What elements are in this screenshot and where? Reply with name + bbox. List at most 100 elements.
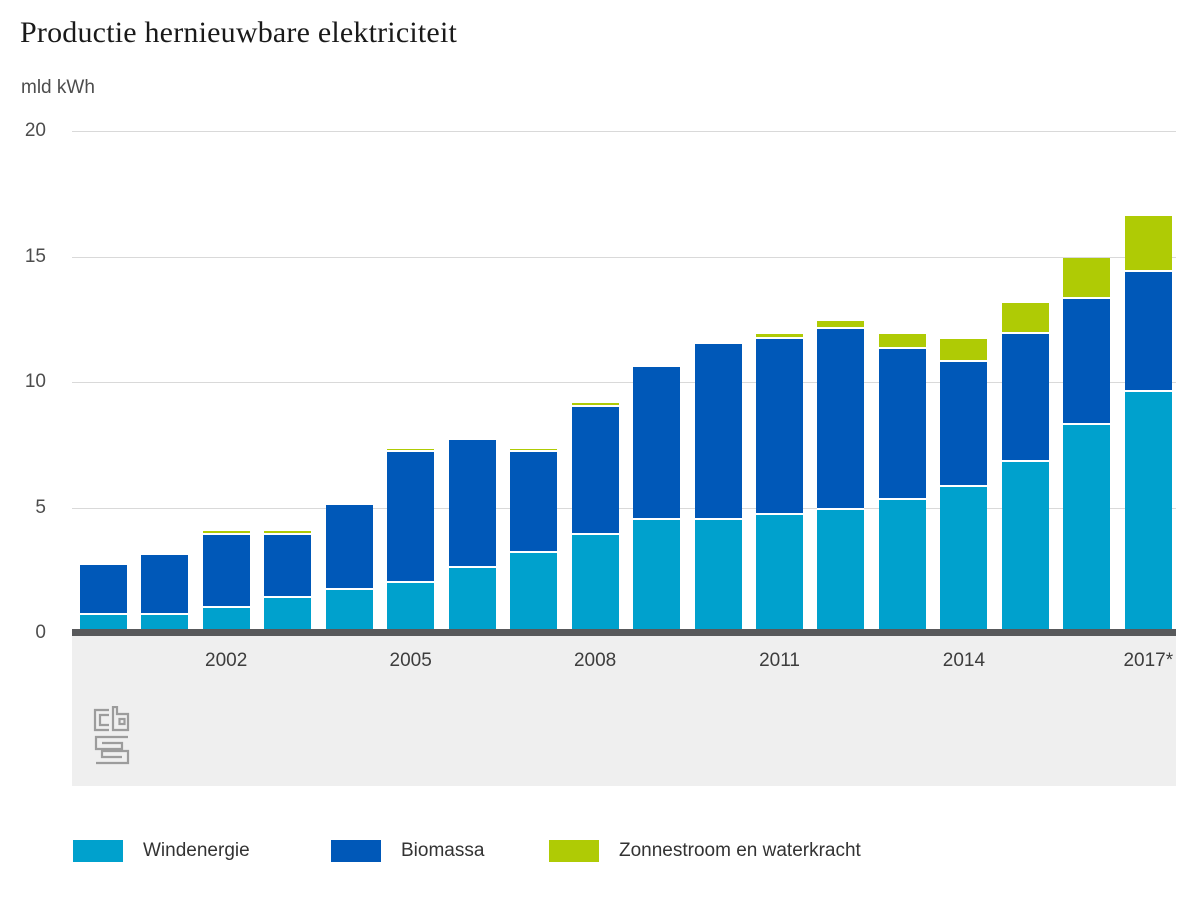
y-tick-label-5: 5 [35, 497, 46, 518]
segment-divider [756, 513, 803, 515]
segment-divider [1063, 422, 1111, 425]
bar-2017-biomassa [1124, 271, 1172, 393]
segment-divider [202, 533, 250, 536]
bar-2012-zonnestroom-en-waterkracht [817, 320, 865, 330]
bar-2006-windenergie [448, 567, 496, 633]
segment-divider [940, 485, 988, 488]
bar-2010-biomassa [694, 344, 742, 520]
segment-divider [817, 508, 865, 510]
segment-divider [817, 327, 865, 330]
legend: Windenergie Biomassa Zonnestroom en wate… [0, 838, 1200, 868]
legend-item-windenergie: Windenergie [73, 838, 250, 864]
bar-2011-windenergie [756, 515, 803, 633]
bar-2015-zonnestroom-en-waterkracht [1001, 302, 1049, 335]
bar-2013-windenergie [878, 500, 926, 633]
bar-2013-biomassa [878, 349, 926, 500]
y-tick-label-15: 15 [24, 246, 46, 267]
bar-2004-windenergie [325, 590, 373, 633]
bar-2002-biomassa [202, 535, 250, 608]
segment-divider [387, 580, 435, 583]
cbs-logo [92, 705, 132, 773]
segment-divider [1124, 269, 1172, 272]
segment-divider [264, 533, 312, 536]
segment-divider [264, 595, 312, 598]
bar-2016-biomassa [1063, 299, 1111, 425]
bar-2017-windenergie [1124, 392, 1172, 633]
bar-2009-biomassa [633, 366, 680, 520]
segment-divider [141, 613, 189, 616]
segment-divider [510, 550, 558, 553]
bar-2017-zonnestroom-en-waterkracht [1124, 216, 1172, 272]
bar-2008-windenergie [571, 535, 619, 633]
segment-divider [1124, 390, 1172, 392]
bar-2013-zonnestroom-en-waterkracht [878, 334, 926, 350]
segment-divider [1001, 332, 1049, 335]
legend-label-zonnestroom-en-waterkracht: Zonnestroom en waterkracht [619, 840, 861, 861]
bar-2005-biomassa [387, 452, 435, 583]
gridline-5 [72, 508, 1176, 509]
y-tick-label-20: 20 [24, 120, 46, 141]
plot-footer-band [72, 636, 1176, 786]
bar-2014-windenergie [940, 487, 988, 633]
bar-2014-zonnestroom-en-waterkracht [940, 339, 988, 362]
segment-divider [448, 565, 496, 568]
segment-divider [940, 359, 988, 362]
x-tick-label-2014: 2014 [942, 650, 986, 671]
legend-item-zonnestroom-en-waterkracht: Zonnestroom en waterkracht [549, 838, 861, 864]
y-axis-unit-label: mld kWh [21, 77, 95, 98]
bar-2005-windenergie [387, 582, 435, 633]
segment-divider [79, 613, 127, 616]
segment-divider [510, 450, 558, 453]
bar-2000-windenergie [79, 615, 127, 633]
bar-2015-biomassa [1001, 334, 1049, 463]
x-axis-line [72, 629, 1176, 636]
segment-divider [1001, 460, 1049, 463]
segment-divider [325, 588, 373, 591]
bar-2008-biomassa [571, 407, 619, 536]
bar-2016-windenergie [1063, 424, 1111, 633]
segment-divider [202, 605, 250, 608]
gridline-10 [72, 382, 1176, 383]
bar-2012-windenergie [817, 510, 865, 633]
bar-2011-zonnestroom-en-waterkracht [756, 334, 803, 340]
bar-2006-biomassa [448, 439, 496, 568]
bar-2001-windenergie [141, 615, 189, 633]
segment-divider [1063, 297, 1111, 300]
bar-2011-biomassa [756, 339, 803, 515]
chart-title: Productie hernieuwbare elektriciteit [20, 16, 458, 49]
gridline-15 [72, 257, 1176, 258]
windenergie-swatch-icon [73, 840, 123, 862]
segment-divider [633, 518, 680, 520]
x-tick-label-2005: 2005 [389, 650, 432, 671]
bar-2007-biomassa [510, 452, 558, 553]
x-tick-label-2002: 2002 [205, 650, 248, 671]
bar-2015-windenergie [1001, 462, 1049, 633]
bar-2000-biomassa [79, 565, 127, 616]
x-tick-label-2011: 2011 [759, 650, 800, 671]
bar-2009-windenergie [633, 520, 680, 633]
biomassa-swatch-icon [331, 840, 381, 862]
segment-divider [878, 347, 926, 350]
x-tick-label-2017: 2017* [1123, 650, 1174, 671]
bar-2007-windenergie [510, 552, 558, 633]
bar-2014-biomassa [940, 361, 988, 488]
y-tick-label-10: 10 [24, 371, 46, 392]
segment-divider [387, 450, 435, 453]
segment-divider [571, 405, 619, 408]
bar-2012-biomassa [817, 329, 865, 510]
legend-item-biomassa: Biomassa [331, 838, 484, 864]
gridline-20 [72, 131, 1176, 132]
bar-2002-windenergie [202, 607, 250, 633]
segment-divider [756, 337, 803, 340]
bar-2004-biomassa [325, 505, 373, 591]
zonnestroom-en-waterkracht-swatch-icon [549, 840, 599, 862]
bar-2016-zonnestroom-en-waterkracht [1063, 257, 1111, 300]
segment-divider [694, 518, 742, 520]
y-tick-label-0: 0 [35, 622, 46, 643]
x-tick-label-2008: 2008 [573, 650, 617, 671]
legend-label-windenergie: Windenergie [143, 840, 250, 861]
segment-divider [878, 498, 926, 500]
bar-2003-biomassa [264, 535, 312, 598]
segment-divider [571, 533, 619, 536]
